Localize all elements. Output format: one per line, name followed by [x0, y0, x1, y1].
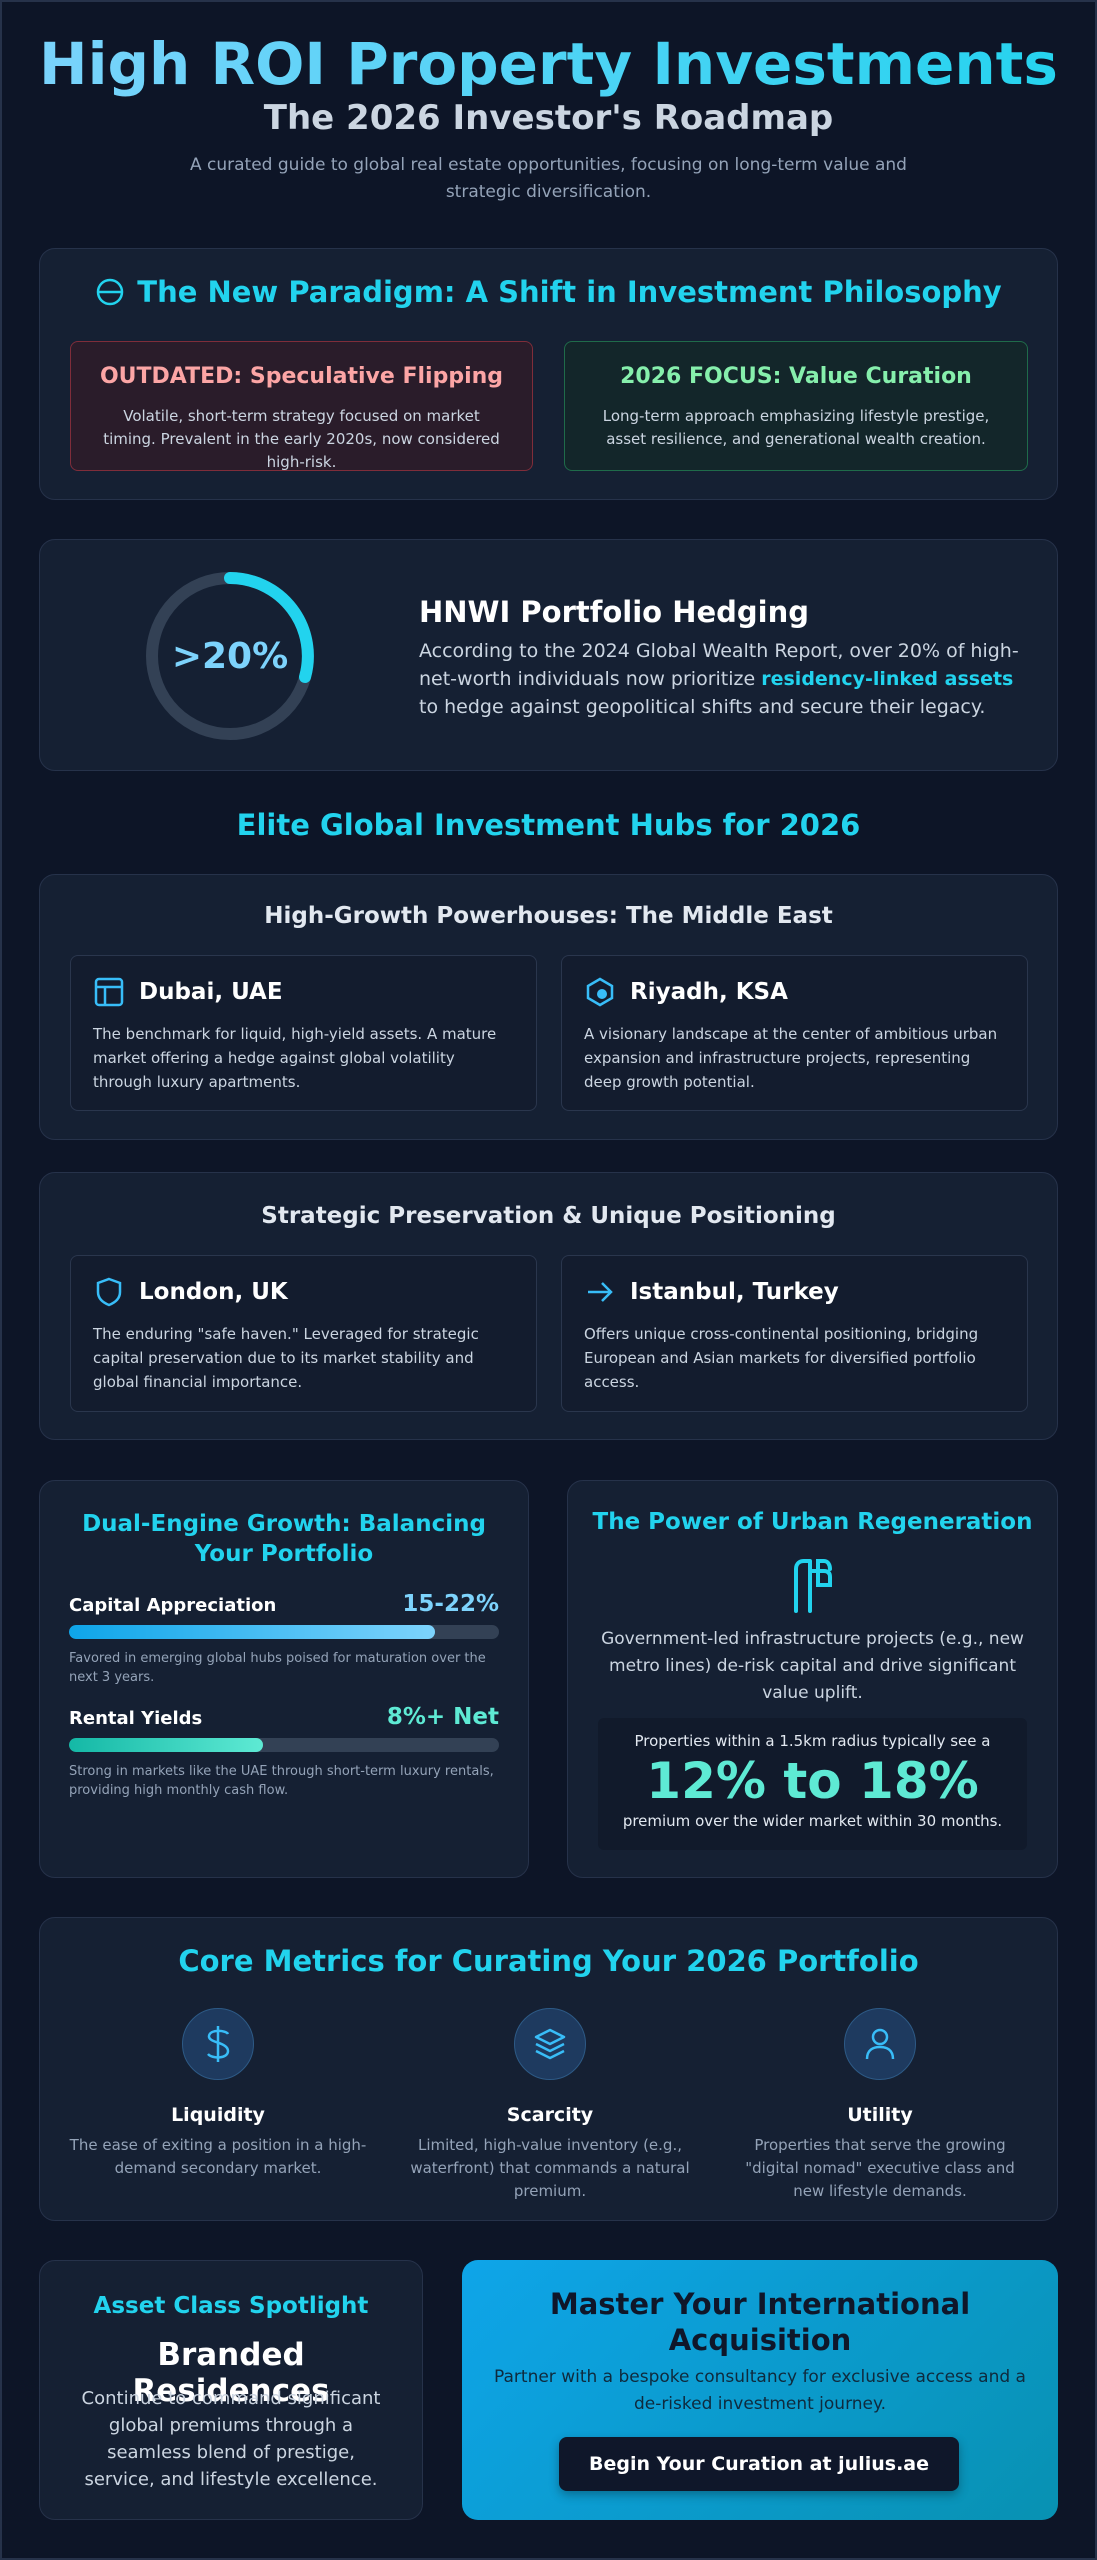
city-card: Istanbul, Turkey Offers unique cross-con… [561, 1255, 1028, 1412]
core-icon [514, 2008, 586, 2080]
spotlight-card: Asset Class Spotlight Branded Residences… [39, 2260, 423, 2520]
core-item: Utility Properties that serve the growin… [730, 2008, 1030, 2203]
core-icon-glyph [865, 2028, 895, 2060]
hub-group-card: High-Growth Powerhouses: The Middle East… [39, 874, 1058, 1140]
metric: Capital Appreciation 15-22% Favored in em… [69, 1591, 499, 1687]
metric-value: 15-22% [402, 1591, 499, 1617]
callout-before: Properties within a 1.5km radius typical… [634, 1732, 991, 1750]
regeneration-card: The Power of Urban Regeneration Governme… [567, 1480, 1058, 1878]
core-icon [844, 2008, 916, 2080]
cta-card: Master Your International Acquisition Pa… [462, 2260, 1058, 2520]
hedging-ring [146, 572, 314, 740]
city-name: London, UK [139, 1279, 288, 1305]
hub-group-title: High-Growth Powerhouses: The Middle East [264, 903, 833, 929]
cta-title: Master Your International Acquisition [549, 2287, 971, 2357]
metric: Rental Yields 8%+ Net Strong in markets l… [69, 1704, 499, 1800]
city-name: Dubai, UAE [139, 979, 283, 1005]
regeneration-icon [794, 1559, 832, 1613]
regeneration-text: Government-led infrastructure projects (… [601, 1629, 1024, 1703]
callout-after: premium over the wider market within 30 … [622, 1812, 1003, 1830]
paradigm-heading: The New Paradigm: A Shift in Investment … [40, 275, 1057, 309]
core-text: The ease of exiting a position in a high… [69, 2136, 367, 2177]
metric-note: Strong in markets like the UAE through s… [69, 1764, 494, 1798]
city-heading: Istanbul, Turkey [584, 1276, 1005, 1308]
core-icon-glyph [207, 2026, 230, 2062]
city-icon [586, 977, 614, 1007]
outdated-text: Volatile, short-term strategy focused on… [103, 407, 500, 471]
hedging-text: According to the 2024 Global Wealth Repo… [419, 637, 1019, 721]
core-text: Limited, high-value inventory (e.g., wat… [410, 2136, 690, 2200]
growth-card: Dual-Engine Growth: Balancing Your Portf… [39, 1480, 529, 1878]
hedging-highlight: residency-linked assets [761, 668, 1014, 690]
hedging-text-after: to hedge against geopolitical shifts and… [419, 696, 986, 718]
focus-box: 2026 FOCUS: Value Curation Long-term app… [564, 341, 1028, 471]
spotlight-kicker: Asset Class Spotlight [93, 2293, 369, 2319]
subtitle: The 2026 Investor's Roadmap [263, 98, 834, 138]
metric-label: Rental Yields [69, 1708, 203, 1729]
cta-text: Partner with a bespoke consultancy for e… [494, 2367, 1026, 2414]
core-label: Liquidity [171, 2104, 265, 2126]
description: A curated guide to global real estate op… [190, 155, 907, 202]
core-item: Scarcity Limited, high-value inventory (… [400, 2008, 700, 2203]
city-text: The benchmark for liquid, high-yield ass… [93, 1025, 497, 1091]
city-heading: London, UK [93, 1276, 514, 1308]
core-label: Scarcity [506, 2104, 594, 2126]
metric-fill [69, 1738, 263, 1752]
paradigm-card: The New Paradigm: A Shift in Investment … [39, 248, 1058, 500]
growth-title: Dual-Engine Growth: Balancing Your Portf… [82, 1511, 486, 1567]
city-icon [94, 977, 124, 1007]
hedging-card: >20% HNWI Portfolio Hedging According to… [39, 539, 1058, 771]
paradigm-icon [97, 278, 124, 306]
city-text: Offers unique cross-continental position… [584, 1325, 979, 1391]
outdated-box: OUTDATED: Speculative Flipping Volatile,… [70, 341, 533, 471]
city-icon [588, 1282, 613, 1302]
core-title: Core Metrics for Curating Your 2026 Port… [178, 1944, 919, 1978]
hedging-stat: >20% [171, 635, 289, 677]
core-label: Utility [847, 2104, 913, 2126]
city-text: The enduring "safe haven." Leveraged for… [93, 1325, 479, 1391]
metric-row: Rental Yields 8%+ Net [69, 1704, 499, 1730]
hedging-text-before: According to the 2024 Global Wealth Repo… [419, 640, 1019, 690]
city-card: Dubai, UAE The benchmark for liquid, hig… [70, 955, 537, 1111]
core-icon-glyph [534, 2028, 566, 2060]
core-text: Properties that serve the growing "digit… [745, 2136, 1015, 2200]
title: High ROI Property Investments [0, 30, 1097, 98]
paradigm-title: The New Paradigm: A Shift in Investment … [137, 275, 1002, 309]
city-card: Riyadh, KSA A visionary landscape at the… [561, 955, 1028, 1111]
city-card: London, UK The enduring "safe haven." Le… [70, 1255, 537, 1412]
core-item: Liquidity The ease of exiting a position… [68, 2008, 368, 2180]
metric-row: Capital Appreciation 15-22% [69, 1591, 499, 1617]
callout-value: 12% to 18% [646, 1752, 979, 1810]
hubs-title: Elite Global Investment Hubs for 2026 [236, 808, 861, 842]
metric-track [69, 1625, 499, 1639]
outdated-title: OUTDATED: Speculative Flipping [99, 364, 504, 389]
city-icon [96, 1277, 122, 1307]
city-text: A visionary landscape at the center of a… [584, 1025, 998, 1091]
metric-value: 8%+ Net [386, 1704, 499, 1730]
focus-text: Long-term approach emphasizing lifestyle… [602, 407, 990, 448]
hedging-title: HNWI Portfolio Hedging [419, 595, 809, 629]
core-icon [182, 2008, 254, 2080]
metric-label: Capital Appreciation [69, 1595, 277, 1616]
hub-group-card: Strategic Preservation & Unique Position… [39, 1172, 1058, 1440]
focus-title: 2026 FOCUS: Value Curation [620, 364, 972, 389]
hub-group-title: Strategic Preservation & Unique Position… [261, 1203, 836, 1229]
metric-fill [69, 1625, 435, 1639]
city-heading: Riyadh, KSA [584, 976, 1005, 1008]
city-name: Istanbul, Turkey [630, 1279, 839, 1305]
core-card: Core Metrics for Curating Your 2026 Port… [39, 1917, 1058, 2221]
spotlight-title: Branded Residences [132, 2337, 330, 2409]
metric-track [69, 1738, 499, 1752]
regeneration-title: The Power of Urban Regeneration [592, 1509, 1033, 1535]
regeneration-callout: Properties within a 1.5km radius typical… [598, 1718, 1027, 1850]
spotlight-text: Continue to command significant global p… [81, 2388, 381, 2490]
cta-button[interactable]: Begin Your Curation at julius.ae [559, 2437, 959, 2491]
metric-note: Favored in emerging global hubs poised f… [69, 1651, 486, 1685]
city-heading: Dubai, UAE [93, 976, 514, 1008]
city-name: Riyadh, KSA [630, 979, 788, 1005]
